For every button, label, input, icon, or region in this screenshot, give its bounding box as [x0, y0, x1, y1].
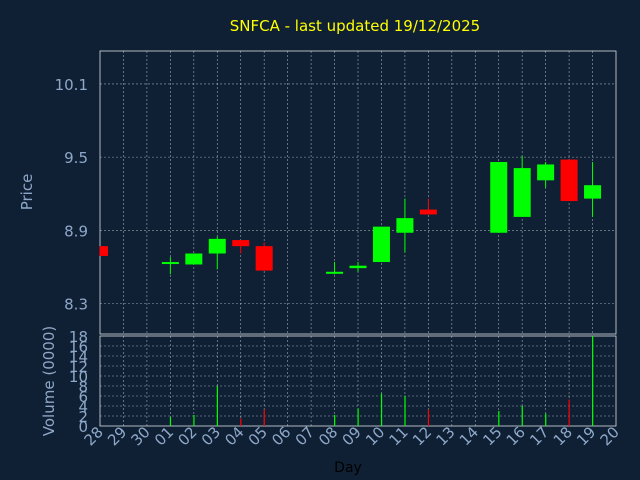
chart-title: SNFCA - last updated 19/12/2025	[230, 17, 480, 35]
candle-body	[255, 246, 273, 271]
volume-tick-label: 12	[69, 358, 88, 376]
price-tick-label: 10.1	[55, 76, 88, 94]
volume-tick-label: 4	[78, 398, 88, 416]
volume-tick-label: 14	[69, 348, 88, 366]
volume-bar	[357, 408, 359, 426]
volume-tick-label: 10	[69, 368, 88, 386]
candle-body	[560, 159, 578, 202]
candle-body	[161, 262, 179, 265]
candle-body	[490, 162, 508, 233]
volume-bar	[521, 406, 523, 426]
volume-tick-label: 8	[78, 378, 88, 396]
price-tick-label: 8.3	[64, 296, 88, 314]
candle-body	[208, 238, 226, 254]
volume-tick-label: 6	[78, 388, 88, 406]
candle-body	[185, 253, 203, 265]
volume-bar	[404, 396, 406, 426]
volume-bar	[380, 393, 383, 426]
volume-tick-label: 18	[69, 328, 88, 346]
price-panel: 10.1 9.5 8.9 8.3	[55, 50, 617, 335]
candle-body	[372, 226, 390, 263]
price-axis-label: Price	[18, 174, 36, 211]
candle-body	[396, 218, 414, 233]
volume-bar	[592, 336, 594, 426]
volume-bar	[568, 399, 570, 426]
volume-bar	[498, 411, 500, 426]
volume-bar	[216, 386, 218, 426]
candle-body	[232, 240, 250, 247]
volume-tick-label: 0	[78, 418, 88, 436]
candle-body	[326, 271, 344, 274]
candle-body	[349, 265, 367, 269]
volume-bar	[169, 417, 172, 426]
volume-bar	[263, 409, 265, 426]
candle-body	[419, 209, 437, 215]
volume-tick-label: 16	[69, 338, 88, 356]
candle-body	[584, 185, 602, 199]
volume-bar	[334, 415, 336, 426]
candle-body	[537, 164, 555, 181]
volume-bar	[240, 418, 242, 426]
candle-body	[513, 168, 531, 217]
volume-bar	[193, 415, 195, 426]
volume-bar	[545, 413, 547, 426]
volume-tick-label: 2	[78, 408, 88, 426]
x-axis-label: Day	[334, 460, 362, 476]
price-tick-label: 9.5	[64, 149, 88, 167]
volume-axis-label: Volume (0000)	[40, 326, 58, 436]
volume-bar	[427, 409, 430, 426]
candle-body	[100, 246, 108, 256]
price-tick-label: 8.9	[64, 222, 88, 240]
